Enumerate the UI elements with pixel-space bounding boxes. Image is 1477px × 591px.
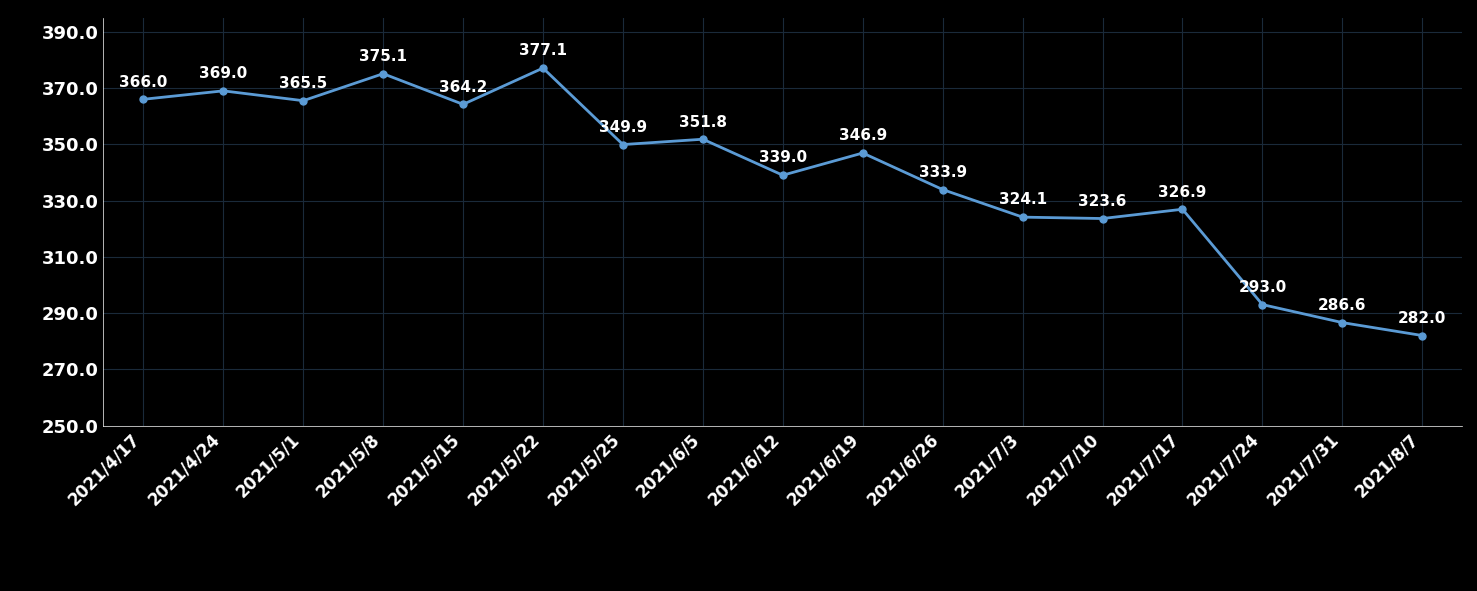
Text: 326.9: 326.9: [1158, 184, 1207, 200]
Text: 349.9: 349.9: [598, 120, 647, 135]
Text: 324.1: 324.1: [998, 193, 1047, 207]
Text: 369.0: 369.0: [199, 66, 248, 81]
Text: 323.6: 323.6: [1078, 194, 1127, 209]
Text: 351.8: 351.8: [679, 115, 727, 129]
Text: 282.0: 282.0: [1399, 311, 1446, 326]
Text: 333.9: 333.9: [919, 165, 967, 180]
Text: 377.1: 377.1: [518, 43, 567, 59]
Text: 286.6: 286.6: [1317, 298, 1366, 313]
Text: 339.0: 339.0: [759, 151, 806, 165]
Text: 346.9: 346.9: [839, 128, 886, 143]
Text: 364.2: 364.2: [439, 80, 487, 95]
Text: 365.5: 365.5: [279, 76, 328, 91]
Text: 293.0: 293.0: [1238, 280, 1286, 295]
Text: 375.1: 375.1: [359, 49, 408, 64]
Text: 366.0: 366.0: [120, 74, 167, 90]
